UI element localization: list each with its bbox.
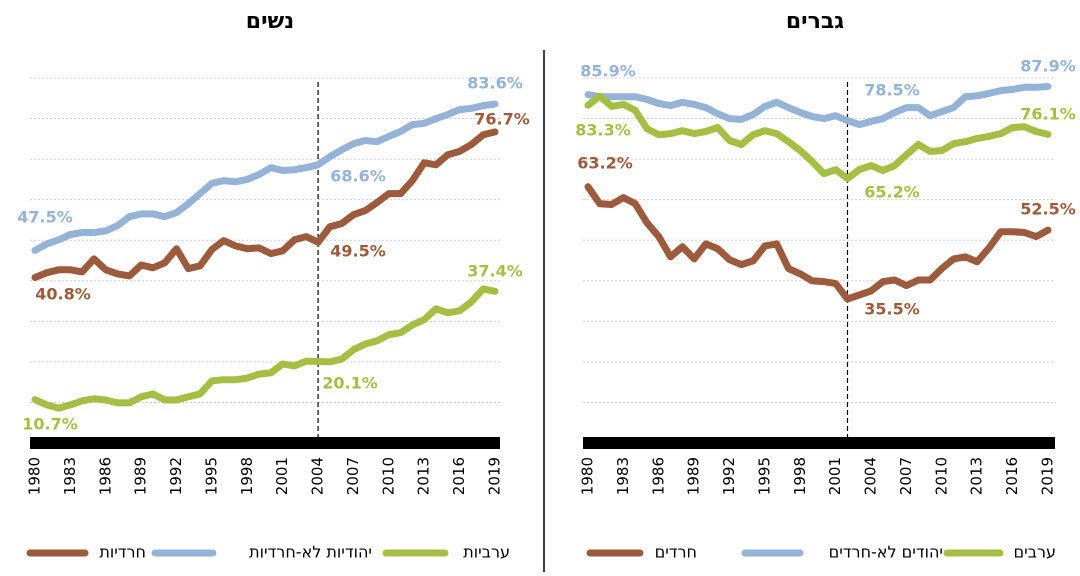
x-tick-label: 2019: [1039, 457, 1057, 495]
data-label: 20.1%: [322, 374, 378, 393]
data-label: 52.5%: [1020, 200, 1076, 219]
series-line: [31, 285, 499, 412]
data-label: 76.1%: [1020, 105, 1076, 124]
panel-title: גברים: [786, 9, 844, 34]
x-tick-label: 2001: [826, 457, 844, 495]
series-line: [584, 83, 1052, 129]
data-label: 68.6%: [330, 167, 386, 186]
data-label: 65.2%: [864, 183, 920, 202]
x-tick-label: 2004: [862, 457, 880, 495]
data-label: 47.5%: [17, 208, 73, 227]
x-tick-label: 1983: [61, 457, 79, 495]
legend-label: יהודיות לא-חרדיות: [249, 543, 372, 562]
x-tick-label: 1998: [791, 457, 809, 495]
x-tick-label: 1989: [685, 457, 703, 495]
x-tick-label: 2013: [415, 457, 433, 495]
data-label: 83.3%: [575, 121, 631, 140]
x-tick-label: 2007: [344, 457, 362, 495]
x-tick-label: 1989: [132, 457, 150, 495]
legend-label: חרדים: [655, 543, 697, 562]
x-tick-label: 1995: [202, 457, 220, 495]
panel-title: נשים: [246, 9, 294, 34]
series-line: [31, 128, 499, 281]
x-tick-label: 1980: [579, 457, 597, 495]
data-label: 83.6%: [467, 74, 523, 93]
data-label: 63.2%: [577, 154, 633, 173]
data-label: 49.5%: [330, 242, 386, 261]
x-tick-label: 1980: [26, 457, 44, 495]
data-label: 37.4%: [467, 262, 523, 281]
series-line: [584, 183, 1052, 303]
data-label: 35.5%: [864, 300, 920, 319]
data-label: 85.9%: [580, 62, 636, 81]
x-tick-label: 1992: [720, 457, 738, 495]
x-tick-label: 2016: [450, 457, 468, 495]
series-line: [31, 100, 499, 254]
x-tick-label: 2007: [897, 457, 915, 495]
x-tick-label: 1992: [167, 457, 185, 495]
x-tick-label: 2010: [379, 457, 397, 495]
data-label: 76.7%: [474, 110, 530, 129]
legend-label: ערבים: [1014, 543, 1057, 562]
x-tick-label: 1995: [755, 457, 773, 495]
series-line: [584, 92, 1052, 183]
x-tick-label: 1986: [649, 457, 667, 495]
x-tick-label: 1986: [96, 457, 114, 495]
x-tick-label: 2001: [273, 457, 291, 495]
data-label: 10.7%: [22, 415, 78, 434]
x-tick-label: 2013: [968, 457, 986, 495]
x-tick-label: 1983: [614, 457, 632, 495]
data-label: 78.5%: [864, 81, 920, 100]
x-tick-label: 2019: [486, 457, 504, 495]
x-tick-label: 2004: [309, 457, 327, 495]
legend-label: יהודים לא-חרדים: [829, 543, 943, 562]
data-label: 87.9%: [1020, 57, 1076, 76]
x-tick-label: 2010: [932, 457, 950, 495]
x-tick-label: 2016: [1003, 457, 1021, 495]
x-tick-label: 1998: [238, 457, 256, 495]
legend-label: חרדיות: [99, 543, 146, 562]
data-label: 40.8%: [35, 285, 91, 304]
legend-label: ערביות: [463, 543, 510, 562]
